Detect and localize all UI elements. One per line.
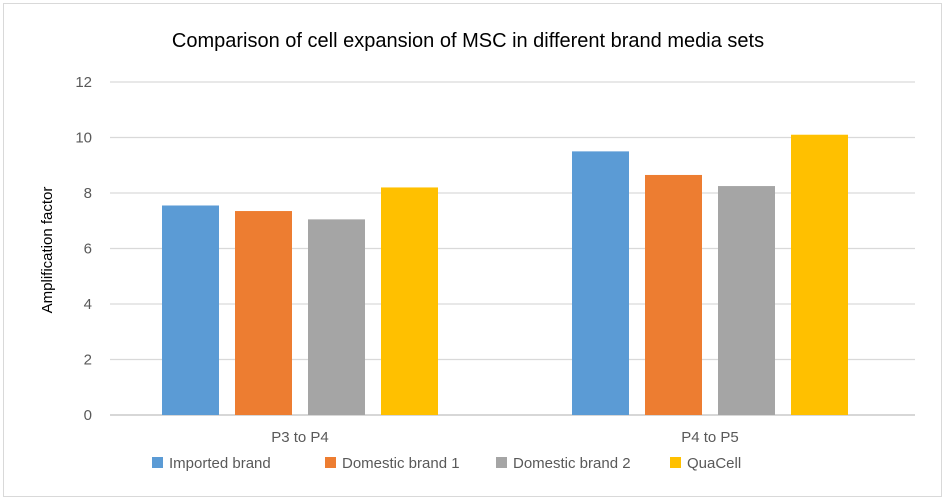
bar-domestic-brand-2	[718, 186, 775, 415]
legend-swatch	[325, 457, 336, 468]
legend-swatch	[152, 457, 163, 468]
legend-label: Domestic brand 1	[342, 455, 460, 472]
bar-domestic-brand-1	[645, 174, 702, 415]
y-tick-label: 4	[84, 296, 92, 313]
y-tick-label: 10	[75, 130, 92, 147]
y-tick-label: 12	[75, 74, 92, 91]
bar-domestic-brand-2	[308, 219, 365, 415]
legend-swatch	[670, 457, 681, 468]
x-tick-label: P4 to P5	[681, 429, 739, 446]
legend-label: Imported brand	[169, 455, 271, 472]
chart-title: Comparison of cell expansion of MSC in d…	[172, 30, 764, 52]
x-tick-label: P3 to P4	[271, 429, 329, 446]
bar-quacell	[791, 134, 848, 415]
y-tick-label: 0	[84, 407, 92, 424]
y-tick-label: 6	[84, 241, 92, 258]
y-axis-label: Amplification factor	[39, 187, 56, 314]
bar-domestic-brand-1	[235, 211, 292, 415]
bar-imported-brand	[572, 151, 629, 415]
legend-label: Domestic brand 2	[513, 455, 631, 472]
legend-label: QuaCell	[687, 455, 741, 472]
bar-imported-brand	[162, 205, 219, 415]
y-tick-label: 2	[84, 352, 92, 369]
legend-swatch	[496, 457, 507, 468]
chart-frame	[3, 3, 942, 497]
y-tick-label: 8	[84, 185, 92, 202]
bar-quacell	[381, 187, 438, 415]
